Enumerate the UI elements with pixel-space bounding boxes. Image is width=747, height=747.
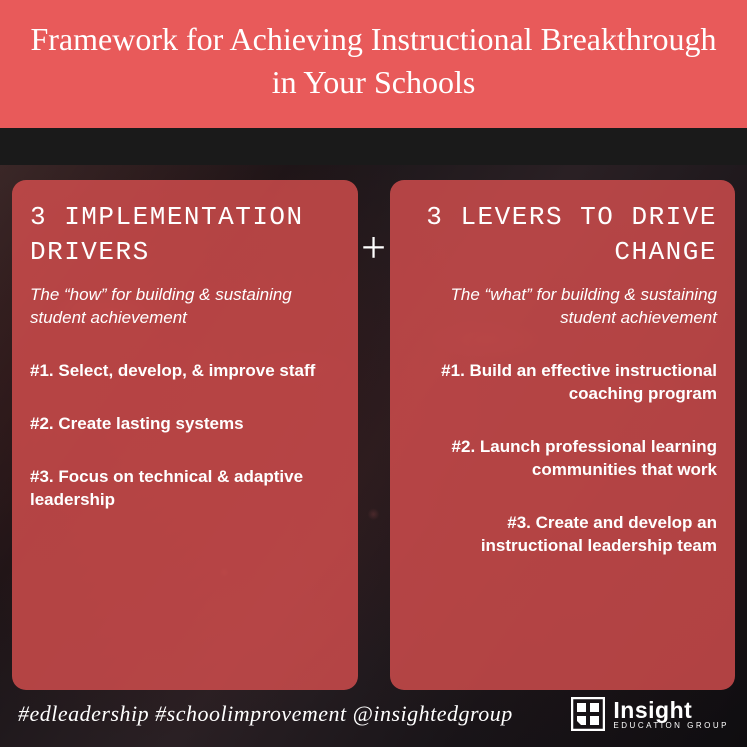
left-card-subtitle: The “how” for building & sustaining stud… [30, 284, 340, 330]
plus-icon: + [361, 222, 386, 273]
header-banner: Framework for Achieving Instructional Br… [0, 0, 747, 128]
right-card: 3 LEVERS TO DRIVE CHANGE The “what” for … [390, 180, 736, 690]
right-item-2: #2. Launch professional learning communi… [408, 436, 718, 482]
logo: Insight EDUCATION GROUP [571, 697, 729, 731]
logo-subtitle: EDUCATION GROUP [613, 722, 729, 730]
logo-text: Insight EDUCATION GROUP [613, 699, 729, 730]
logo-name: Insight [613, 699, 729, 722]
hashtags: #edleadership #schoolimprovement @insigh… [18, 701, 513, 727]
left-item-3: #3. Focus on technical & adaptive leader… [30, 466, 340, 512]
right-item-1: #1. Build an effective instructional coa… [408, 360, 718, 406]
footer: #edleadership #schoolimprovement @insigh… [18, 697, 729, 731]
page-title: Framework for Achieving Instructional Br… [30, 18, 717, 104]
right-item-3: #3. Create and develop an instructional … [408, 512, 718, 558]
left-card-title: 3 IMPLEMENTATION DRIVERS [30, 200, 340, 270]
plus-connector: + [352, 180, 396, 690]
right-card-subtitle: The “what” for building & sustaining stu… [408, 284, 718, 330]
main-columns: 3 IMPLEMENTATION DRIVERS The “how” for b… [0, 180, 747, 690]
left-card: 3 IMPLEMENTATION DRIVERS The “how” for b… [12, 180, 358, 690]
left-item-2: #2. Create lasting systems [30, 413, 340, 436]
logo-icon [571, 697, 605, 731]
right-card-title: 3 LEVERS TO DRIVE CHANGE [408, 200, 718, 270]
left-item-1: #1. Select, develop, & improve staff [30, 360, 340, 383]
